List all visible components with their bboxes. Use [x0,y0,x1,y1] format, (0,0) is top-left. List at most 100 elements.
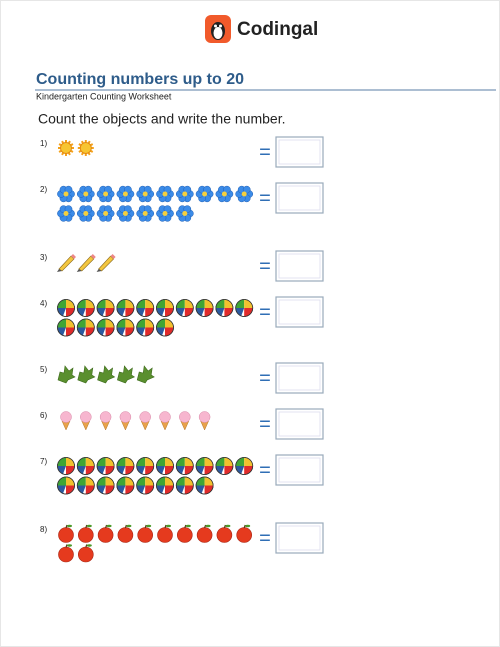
object-icon [116,185,135,203]
ball-blue [176,308,185,316]
apple-leaf [245,524,251,528]
ball-green [57,319,66,328]
ball-blue [77,308,86,316]
ball-outline [57,476,75,495]
ball-yellow [105,299,115,308]
ball-yellow [105,477,115,486]
answer-box [275,296,324,328]
ball-green [97,457,106,466]
object-icon [76,205,95,222]
ball-blue [57,327,66,336]
ball-green [176,457,185,466]
scoop [139,411,151,423]
ball-green [77,477,86,486]
ball-outline [76,299,95,317]
object-icon [136,476,155,495]
apple-body [97,527,114,543]
petal [163,185,172,194]
object-icon [236,524,252,543]
object-icon [116,476,135,495]
petal [84,205,93,214]
ball-red [204,308,214,317]
answer-box [275,136,324,168]
ball-yellow [105,319,115,328]
ball-outline [175,476,194,495]
ball-outline [156,476,174,495]
ball-red [165,308,174,317]
flower-center [202,191,208,197]
object-icon [215,457,234,475]
apple-body [157,527,173,543]
object-icon [96,205,115,222]
flower-center [83,211,89,216]
object-icon [157,524,173,543]
object-icon [195,185,214,203]
ball-green [116,319,126,328]
ball-green [116,477,126,486]
object-icon [78,544,94,563]
apple-stem [65,524,68,529]
ball-yellow [66,457,75,466]
object-icon [57,185,75,203]
petal [183,205,192,214]
apple-body [78,546,94,563]
ball-yellow [184,299,194,308]
ball-green [235,299,245,308]
question-label: 7) [40,457,47,466]
petal [104,185,112,194]
ball-yellow [85,477,95,486]
petal [124,205,132,214]
ball-blue [196,466,205,474]
pencil-tip [76,269,82,272]
object-icon [235,185,254,203]
ball-blue [57,308,66,316]
ball-blue [156,327,165,336]
apple-leaf [205,524,211,528]
apple-leaf [225,524,231,528]
equals-sign: = [259,255,271,277]
ball-blue [136,308,146,316]
ball-outline [195,457,214,475]
pencil-eraser [90,254,96,259]
pencil-eraser [71,254,76,259]
ball-outline [156,318,174,337]
ball-blue [97,327,106,336]
object-icon [116,299,135,317]
ball-red [224,466,233,475]
apple-body [236,527,252,543]
leaf-shape [117,365,136,384]
ball-yellow [66,477,75,486]
flower-center [241,191,247,197]
ball-outline [235,299,254,317]
ball-green [116,457,126,466]
object-icon [156,185,174,203]
ball-red [105,327,115,336]
object-icon [76,254,96,272]
apple-leaf [106,524,112,528]
object-icon [175,476,194,495]
ball-blue [57,485,66,494]
ball-blue [196,308,205,316]
object-icon [156,205,174,222]
object-icon [136,205,155,222]
ball-outline [136,457,155,475]
question: 1) = [40,136,324,168]
ball-green [215,457,225,466]
pencil-eraser [110,254,116,259]
question: 3) = [40,250,324,282]
ball-red [145,485,154,494]
ball-red [125,327,134,336]
ball-blue [136,327,146,336]
ball-blue [176,466,185,474]
answer-box-inner [278,457,321,483]
ball-outline [195,299,214,317]
ball-blue [235,308,245,316]
question-label: 6) [40,411,47,420]
ball-outline [116,299,135,317]
answer-box-inner [278,299,321,325]
object-icon [177,524,193,543]
object-icon [76,318,95,337]
ball-yellow [165,477,174,486]
apple-leaf [67,544,72,547]
